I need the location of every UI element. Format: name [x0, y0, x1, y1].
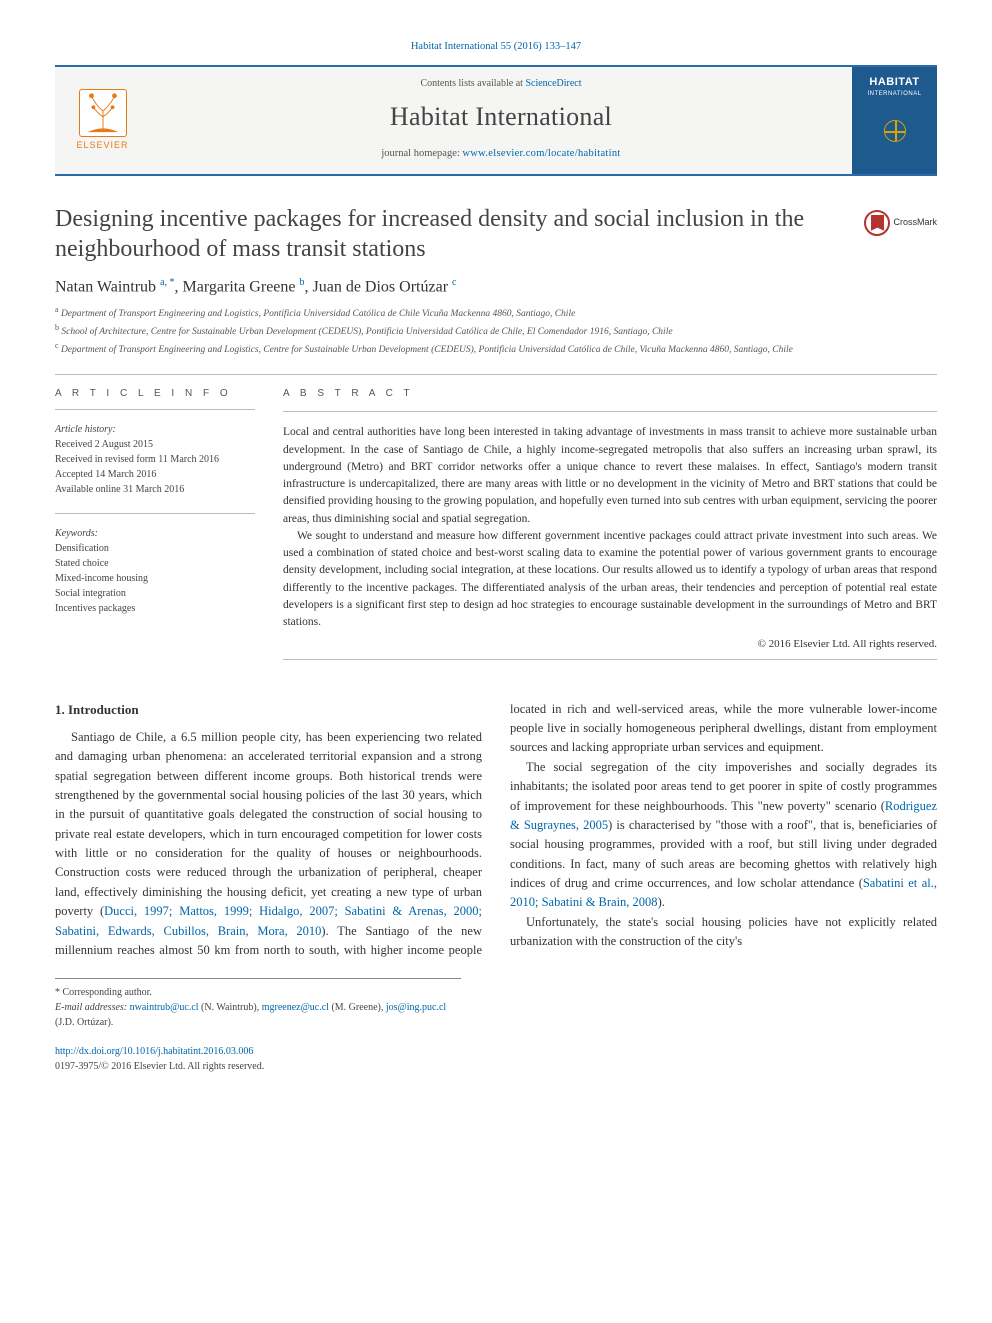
journal-cover-thumb: HABITAT INTERNATIONAL — [852, 67, 937, 174]
author-email-link[interactable]: mgreenez@uc.cl — [262, 1002, 329, 1013]
authors-line: Natan Waintrub a, *, Margarita Greene b,… — [55, 276, 937, 299]
corresponding-author-note: * Corresponding author. — [55, 985, 461, 1000]
crossmark-icon — [864, 210, 890, 236]
contents-available-line: Contents lists available at ScienceDirec… — [156, 77, 846, 91]
sciencedirect-link[interactable]: ScienceDirect — [525, 78, 581, 89]
affiliations-block: a Department of Transport Engineering an… — [55, 304, 937, 358]
keyword-item: Stated choice — [55, 556, 255, 571]
history-line: Accepted 14 March 2016 — [55, 467, 255, 482]
doi-link[interactable]: http://dx.doi.org/10.1016/j.habitatint.2… — [55, 1046, 253, 1057]
globe-icon — [884, 120, 906, 142]
cover-subtitle: INTERNATIONAL — [867, 90, 921, 98]
page-footer: http://dx.doi.org/10.1016/j.habitatint.2… — [55, 1044, 937, 1074]
article-info-heading: A R T I C L E I N F O — [55, 387, 255, 401]
body-paragraph: Unfortunately, the state's social housin… — [510, 913, 937, 952]
abstract-paragraph: Local and central authorities have long … — [283, 424, 937, 528]
body-paragraph: The social segregation of the city impov… — [510, 758, 937, 913]
abstract-copyright: © 2016 Elsevier Ltd. All rights reserved… — [283, 637, 937, 652]
journal-homepage-link[interactable]: www.elsevier.com/locate/habitatint — [462, 148, 620, 159]
section-heading: 1. Introduction — [55, 700, 482, 720]
affiliation-line: c Department of Transport Engineering an… — [55, 340, 937, 358]
keyword-item: Densification — [55, 541, 255, 556]
issn-copyright-line: 0197-3975/© 2016 Elsevier Ltd. All right… — [55, 1061, 264, 1072]
article-history-label: Article history: — [55, 422, 255, 437]
crossmark-label: CrossMark — [893, 216, 937, 229]
article-info-column: A R T I C L E I N F O Article history: R… — [55, 387, 255, 671]
journal-homepage-line: journal homepage: www.elsevier.com/locat… — [156, 147, 846, 162]
publisher-wordmark: ELSEVIER — [76, 139, 128, 152]
keyword-item: Incentives packages — [55, 601, 255, 616]
body-two-column: 1. Introduction Santiago de Chile, a 6.5… — [55, 700, 937, 961]
elsevier-tree-icon — [79, 89, 127, 137]
keyword-item: Mixed-income housing — [55, 571, 255, 586]
citation-line: Habitat International 55 (2016) 133–147 — [55, 40, 937, 55]
article-title: Designing incentive packages for increas… — [55, 204, 850, 264]
history-line: Available online 31 March 2016 — [55, 482, 255, 497]
masthead: ELSEVIER Contents lists available at Sci… — [55, 65, 937, 176]
author-email-link[interactable]: nwaintrub@uc.cl — [130, 1002, 199, 1013]
history-line: Received 2 August 2015 — [55, 437, 255, 452]
keyword-item: Social integration — [55, 586, 255, 601]
abstract-column: A B S T R A C T Local and central author… — [283, 387, 937, 671]
history-line: Received in revised form 11 March 2016 — [55, 452, 255, 467]
affiliation-line: b School of Architecture, Centre for Sus… — [55, 322, 937, 340]
author-email-link[interactable]: jos@ing.puc.cl — [386, 1002, 446, 1013]
crossmark-badge[interactable]: CrossMark — [864, 210, 937, 236]
footnotes-block: * Corresponding author. E-mail addresses… — [55, 978, 461, 1030]
divider — [55, 374, 937, 375]
cover-title: HABITAT — [869, 75, 919, 90]
affiliation-line: a Department of Transport Engineering an… — [55, 304, 937, 322]
email-addresses-line: E-mail addresses: nwaintrub@uc.cl (N. Wa… — [55, 1000, 461, 1030]
abstract-paragraph: We sought to understand and measure how … — [283, 528, 937, 632]
journal-name: Habitat International — [156, 99, 846, 135]
abstract-heading: A B S T R A C T — [283, 387, 937, 401]
keywords-label: Keywords: — [55, 526, 255, 541]
publisher-logo-block: ELSEVIER — [55, 67, 150, 174]
